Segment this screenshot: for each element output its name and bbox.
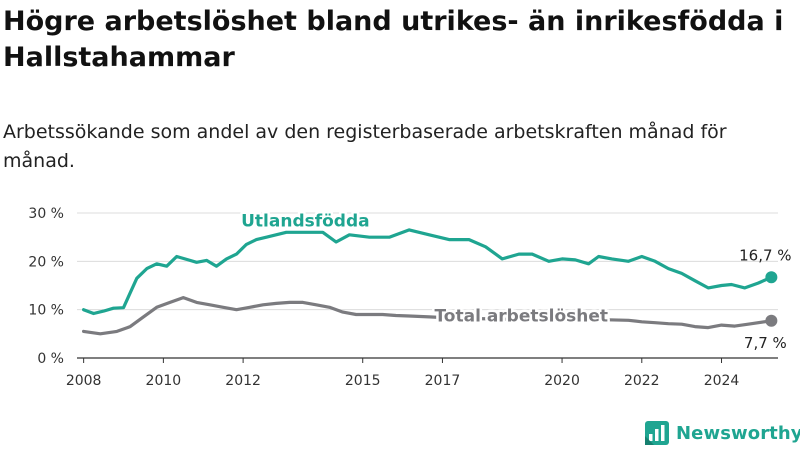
end-marker-1	[765, 314, 778, 327]
x-tick-label: 2024	[704, 373, 740, 389]
series-end-markers	[765, 271, 778, 327]
series-name-label-0: Utlandsfödda	[241, 212, 370, 232]
x-tick-label: 2008	[66, 373, 102, 389]
y-tick-label: 30 %	[28, 206, 64, 222]
newsworthy-logo: Newsworthy	[644, 420, 800, 446]
series-name-label-1: Total arbetslöshet	[434, 306, 608, 326]
x-tick-label: 2015	[345, 373, 381, 389]
series-labels: 16,7 % 7,7 % Utlandsfödda Total arbetslöshe…	[239, 209, 792, 352]
x-axis: 2008 2010 2012 2015 2017 2020 2022 2024	[66, 357, 778, 389]
series-lines	[82, 228, 773, 336]
chart-subtitle: Arbetssökande som andel av den registerb…	[3, 121, 727, 172]
grid-lines	[77, 212, 778, 311]
series-line-0	[82, 228, 773, 316]
line-chart: 0 % 10 % 20 % 30 % 2008 2010 2012 2015 2017 2020…	[28, 206, 792, 389]
series-line-1	[82, 296, 773, 336]
x-tick-label: 2020	[544, 373, 580, 389]
y-tick-label: 20 %	[28, 254, 64, 270]
x-tick-label: 2017	[425, 373, 461, 389]
chart-title: Högre arbetslöshet bland utrikes- än inr…	[3, 6, 784, 73]
x-tick-label: 2012	[225, 373, 261, 389]
newsworthy-logo-text: Newsworthy	[676, 422, 800, 444]
end-value-label-1: 7,7 %	[744, 334, 787, 352]
x-tick-label: 2022	[624, 373, 660, 389]
x-tick-label: 2010	[146, 373, 182, 389]
end-marker-0	[765, 271, 778, 284]
y-tick-label: 10 %	[28, 303, 64, 319]
y-axis-labels: 0 % 10 % 20 % 30 %	[28, 206, 64, 367]
newsworthy-logo-icon	[645, 421, 669, 445]
end-value-label-0: 16,7 %	[739, 246, 791, 264]
y-tick-label: 0 %	[37, 351, 64, 367]
